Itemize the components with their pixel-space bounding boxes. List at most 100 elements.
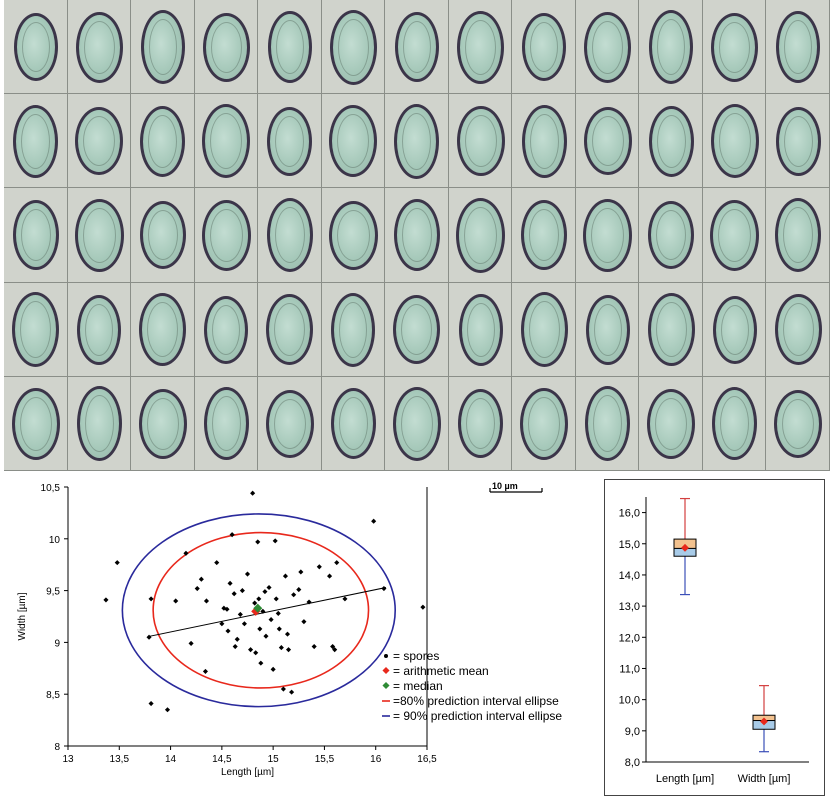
micrograph-tile <box>702 94 767 189</box>
scale-bar-label: 10 µm <box>492 481 518 491</box>
spore-point <box>103 597 109 603</box>
micrograph-tile <box>321 376 386 471</box>
spore <box>521 200 568 271</box>
spore-wall <box>784 20 813 75</box>
spore-wall <box>528 396 561 451</box>
spore-point <box>284 631 291 637</box>
spore-wall <box>275 115 305 167</box>
spore-wall <box>339 301 368 358</box>
legend-label: = median <box>393 679 443 693</box>
y-tick-label: 10,5 <box>41 483 61 494</box>
spore <box>330 388 376 460</box>
spore-point <box>248 647 254 653</box>
x-axis-label: Length [µm] <box>221 767 274 778</box>
spore <box>522 13 567 82</box>
micrograph-tile <box>194 94 259 189</box>
y-tick-label: 14,0 <box>619 570 640 582</box>
y-tick-label: 11,0 <box>619 663 640 675</box>
spore <box>585 294 630 365</box>
spore-wall <box>148 19 177 76</box>
micrograph-tile <box>4 188 68 283</box>
spore <box>458 389 504 459</box>
spore-point <box>234 636 240 642</box>
spore-wall <box>655 302 687 358</box>
ellipse-80 <box>152 531 370 689</box>
spore-point <box>198 576 204 582</box>
spore-point <box>270 666 276 672</box>
micrograph-tile <box>194 282 259 377</box>
spore-wall <box>212 304 241 355</box>
spore-point <box>256 596 262 602</box>
spore-wall <box>719 21 751 73</box>
spore <box>775 198 822 273</box>
micrograph-tile <box>639 188 703 283</box>
micrograph-tile <box>385 376 449 471</box>
legend-diamond-symbol <box>382 666 390 675</box>
spore-point <box>263 633 269 639</box>
legend-label: = spores <box>393 649 439 663</box>
spore <box>202 104 251 179</box>
spore <box>267 11 312 84</box>
spore-wall <box>782 398 815 449</box>
micrograph-tile <box>258 188 322 283</box>
micrograph-tile <box>321 282 386 377</box>
y-tick-label: 15,0 <box>619 539 640 551</box>
spore-wall <box>20 301 52 359</box>
spore <box>712 387 758 461</box>
x-tick-label: 13,5 <box>110 754 130 765</box>
micrograph-tile <box>512 188 576 283</box>
spore-wall <box>21 22 50 73</box>
spore-wall <box>274 303 306 357</box>
spore-wall <box>656 210 687 261</box>
micrograph-tile <box>258 94 322 189</box>
micrograph-tile <box>575 282 640 377</box>
spore-point <box>164 707 171 713</box>
spore-wall <box>593 303 622 356</box>
spore-point <box>316 564 322 570</box>
spore-wall <box>591 207 625 263</box>
spore <box>776 11 821 84</box>
spore-wall <box>400 395 433 452</box>
spore-wall <box>146 397 179 450</box>
spore-wall <box>529 209 560 262</box>
spore-wall <box>402 21 431 74</box>
spore-wall <box>529 113 559 169</box>
spore-wall <box>783 207 814 264</box>
y-tick-label: 10 <box>49 535 61 546</box>
legend-label: =80% prediction interval ellipse <box>393 694 559 708</box>
micrograph-tile <box>575 0 640 95</box>
spore-wall <box>782 303 814 357</box>
spore-wall <box>209 208 243 262</box>
spore-wall <box>401 208 432 263</box>
spore <box>74 198 124 272</box>
spore <box>329 9 377 85</box>
micrograph-tile <box>766 376 830 471</box>
spore-point <box>253 650 259 656</box>
y-tick-label: 8,5 <box>46 690 60 701</box>
spore <box>456 197 506 273</box>
micrograph-tile <box>575 188 640 283</box>
micrograph-tile <box>194 376 259 471</box>
spore <box>710 104 759 179</box>
spore-wall <box>148 114 178 168</box>
spore <box>584 11 632 83</box>
micrograph-tile <box>194 0 259 95</box>
spore-wall <box>530 22 559 73</box>
spore-wall <box>20 209 51 262</box>
spore-point <box>214 560 220 566</box>
spore <box>140 105 186 177</box>
spore <box>138 388 187 459</box>
spore-point <box>272 538 278 544</box>
spore <box>393 295 441 365</box>
spore-point <box>289 689 295 695</box>
micrograph-tile <box>512 376 576 471</box>
spore <box>201 199 251 271</box>
micrograph-tile <box>4 0 68 95</box>
spore <box>204 295 249 364</box>
spore-wall <box>274 207 305 264</box>
spore <box>775 106 821 176</box>
spore-point <box>239 588 245 594</box>
spore-wall <box>337 114 370 169</box>
legend-dot-symbol <box>384 654 388 658</box>
spore-point <box>188 640 194 646</box>
